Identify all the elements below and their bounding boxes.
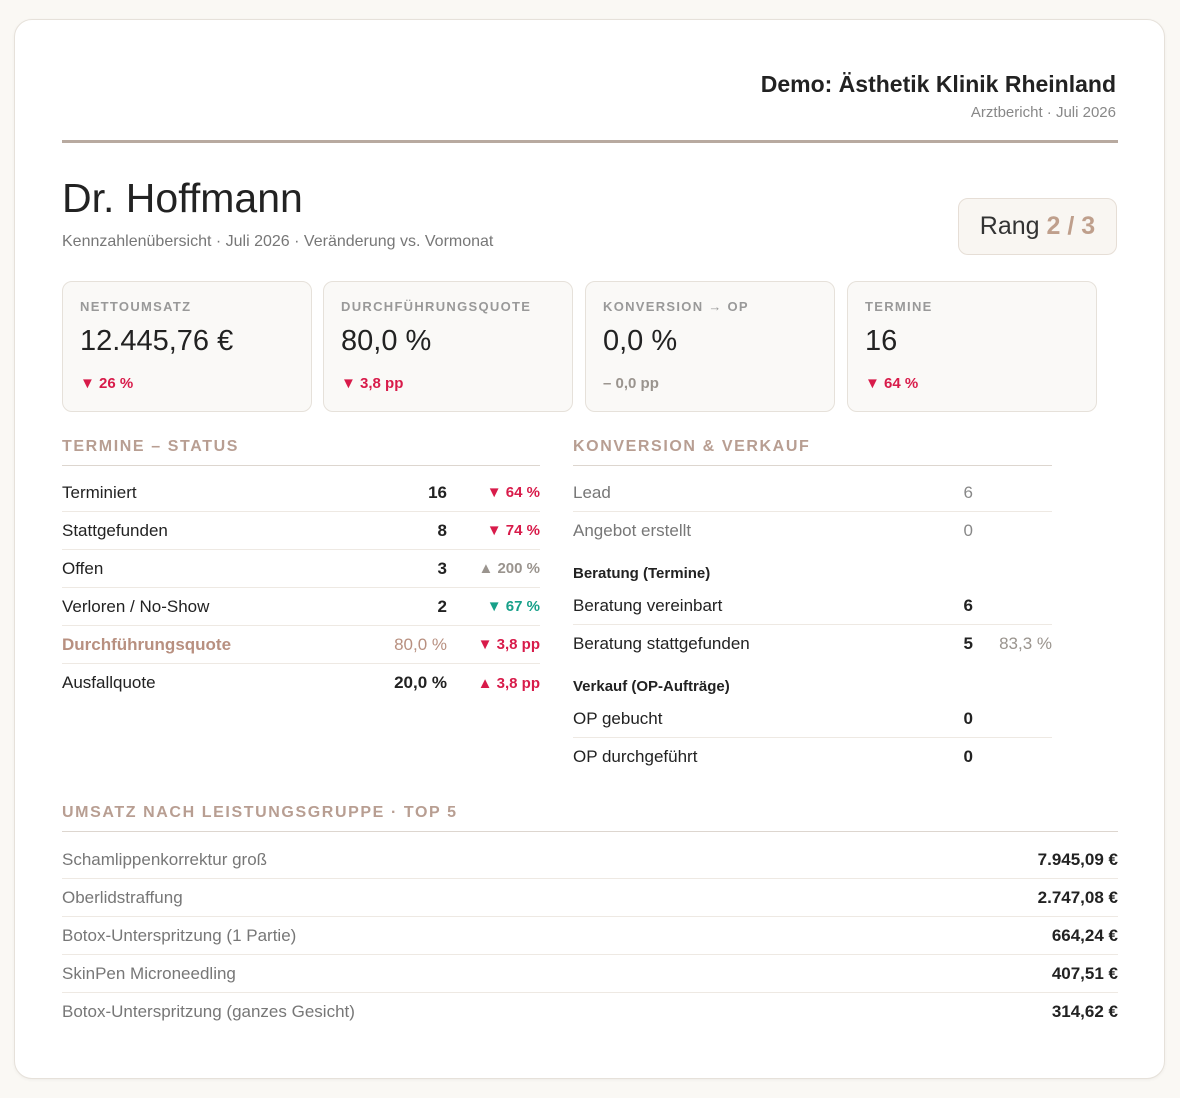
rank-label: Rang — [979, 212, 1040, 240]
section-divider — [62, 831, 1118, 832]
kpi-value: 16 — [865, 325, 898, 357]
section-title-konversion: KONVERSION & VERKAUF — [573, 438, 811, 455]
table-row: Botox-Unterspritzung (ganzes Gesicht) 31… — [62, 993, 1118, 1031]
row-value: 7.945,09 € — [1037, 849, 1118, 869]
row-value: 314,62 € — [1051, 1002, 1118, 1021]
table-row: Botox-Unterspritzung (1 Partie) 664,24 € — [62, 917, 1118, 955]
kpi-card-termine: TERMINE 16 ▼ 64 % — [847, 281, 1097, 412]
row-change: ▼ 67 % — [486, 598, 540, 615]
row-change: ▼ 64 % — [486, 484, 540, 501]
kpi-value: 80,0 % — [341, 325, 432, 357]
kpi-change: ▼ 26 % — [80, 375, 134, 392]
section-divider — [573, 465, 1052, 466]
table-row: OP durchgeführt 0 — [573, 738, 1052, 776]
row-value: 5 — [963, 634, 973, 653]
table-row: Schamlippenkorrektur groß 7.945,09 € — [62, 841, 1118, 879]
row-value: 80,0 % — [394, 634, 447, 654]
row-value: 3 — [437, 558, 447, 578]
table-row: Stattgefunden 8 ▼ 74 % — [62, 512, 540, 550]
row-value: 6 — [963, 595, 973, 615]
table-row-highlight: Durchführungsquote 80,0 % ▼ 3,8 pp — [62, 626, 540, 664]
subheading-verkauf: Verkauf (OP-Aufträge) — [573, 678, 730, 695]
section-title-umsatz: UMSATZ NACH LEISTUNGSGRUPPE · TOP 5 — [62, 804, 458, 821]
table-row: OP gebucht 0 — [573, 700, 1052, 738]
table-row: Lead 6 — [573, 474, 1052, 512]
rank-value: 2 / 3 — [1046, 212, 1096, 240]
doctor-subtitle: Kennzahlenübersicht · Juli 2026 · Veränd… — [62, 233, 494, 250]
kpi-card-nettoumsatz: NETTOUMSATZ 12.445,76 € ▼ 26 % — [62, 281, 312, 412]
row-value: 664,24 € — [1051, 925, 1118, 945]
row-value: 407,51 € — [1051, 963, 1118, 983]
row-percent: 83,3 % — [999, 634, 1052, 653]
rank-badge: Rang 2 / 3 — [958, 198, 1117, 255]
report-subtitle: Arztbericht · Juli 2026 — [970, 104, 1116, 121]
row-label: Oberlidstraffung — [62, 887, 183, 907]
row-label: Ausfallquote — [62, 673, 156, 692]
row-change: ▼ 74 % — [486, 522, 540, 539]
table-row: Beratung vereinbart 6 — [573, 587, 1052, 625]
kpi-label: TERMINE — [865, 299, 933, 314]
table-row: Beratung stattgefunden 5 83,3 % — [573, 625, 1052, 663]
row-label: Terminiert — [62, 482, 137, 502]
table-row: Ausfallquote 20,0 % ▲ 3,8 pp — [62, 664, 540, 702]
row-label: Offen — [62, 558, 104, 578]
row-value: 16 — [428, 482, 447, 502]
row-change: ▲ 200 % — [478, 560, 540, 577]
row-change: ▼ 3,8 pp — [477, 636, 540, 653]
kpi-value: 0,0 % — [603, 325, 678, 357]
table-row: SkinPen Microneedling 407,51 € — [62, 955, 1118, 993]
kpi-label: NETTOUMSATZ — [80, 299, 192, 314]
kpi-change: ▼ 3,8 pp — [341, 375, 404, 392]
row-value: 2.747,08 € — [1037, 887, 1118, 907]
header-divider — [62, 140, 1118, 143]
row-label: Lead — [573, 482, 611, 502]
kpi-label: KONVERSION → OP — [603, 299, 749, 314]
kpi-change: ▼ 64 % — [865, 375, 919, 392]
row-label: Schamlippenkorrektur groß — [62, 849, 268, 869]
kpi-label: DURCHFÜHRUNGSQUOTE — [341, 299, 532, 314]
table-row: Oberlidstraffung 2.747,08 € — [62, 879, 1118, 917]
row-label: Angebot erstellt — [573, 521, 692, 540]
table-row: Terminiert 16 ▼ 64 % — [62, 474, 540, 512]
row-label: OP durchgeführt — [573, 747, 698, 766]
row-value: 20,0 % — [394, 673, 447, 692]
table-row: Angebot erstellt 0 — [573, 512, 1052, 550]
subheading-beratung: Beratung (Termine) — [573, 565, 711, 582]
row-label: Botox-Unterspritzung (1 Partie) — [62, 925, 297, 945]
row-label: Durchführungsquote — [62, 634, 232, 654]
kpi-card-konversion: KONVERSION → OP 0,0 % – 0,0 pp — [585, 281, 835, 412]
row-label: Verloren / No-Show — [62, 596, 210, 616]
row-value: 0 — [963, 521, 973, 540]
row-change: ▲ 3,8 pp — [477, 674, 540, 692]
clinic-name: Demo: Ästhetik Klinik Rheinland — [760, 71, 1116, 97]
row-label: Beratung stattgefunden — [573, 634, 750, 653]
section-divider — [62, 465, 540, 466]
kpi-change: – 0,0 pp — [603, 375, 659, 392]
table-row: Offen 3 ▲ 200 % — [62, 550, 540, 588]
row-value: 2 — [437, 596, 447, 616]
row-label: OP gebucht — [573, 708, 663, 728]
table-row: Verloren / No-Show 2 ▼ 67 % — [62, 588, 540, 626]
row-label: SkinPen Microneedling — [62, 963, 236, 983]
report-card: Demo: Ästhetik Klinik Rheinland Arztberi… — [14, 19, 1165, 1079]
row-label: Botox-Unterspritzung (ganzes Gesicht) — [62, 1002, 355, 1021]
row-label: Beratung vereinbart — [573, 595, 723, 615]
row-value: 0 — [963, 708, 973, 728]
row-label: Stattgefunden — [62, 520, 168, 540]
section-title-termine: TERMINE – STATUS — [62, 438, 240, 455]
doctor-name: Dr. Hoffmann — [62, 175, 303, 221]
row-value: 8 — [437, 520, 447, 540]
row-value: 0 — [963, 747, 973, 766]
kpi-value: 12.445,76 € — [80, 325, 234, 357]
kpi-card-durchfuehrungsquote: DURCHFÜHRUNGSQUOTE 80,0 % ▼ 3,8 pp — [323, 281, 573, 412]
row-value: 6 — [963, 482, 973, 502]
